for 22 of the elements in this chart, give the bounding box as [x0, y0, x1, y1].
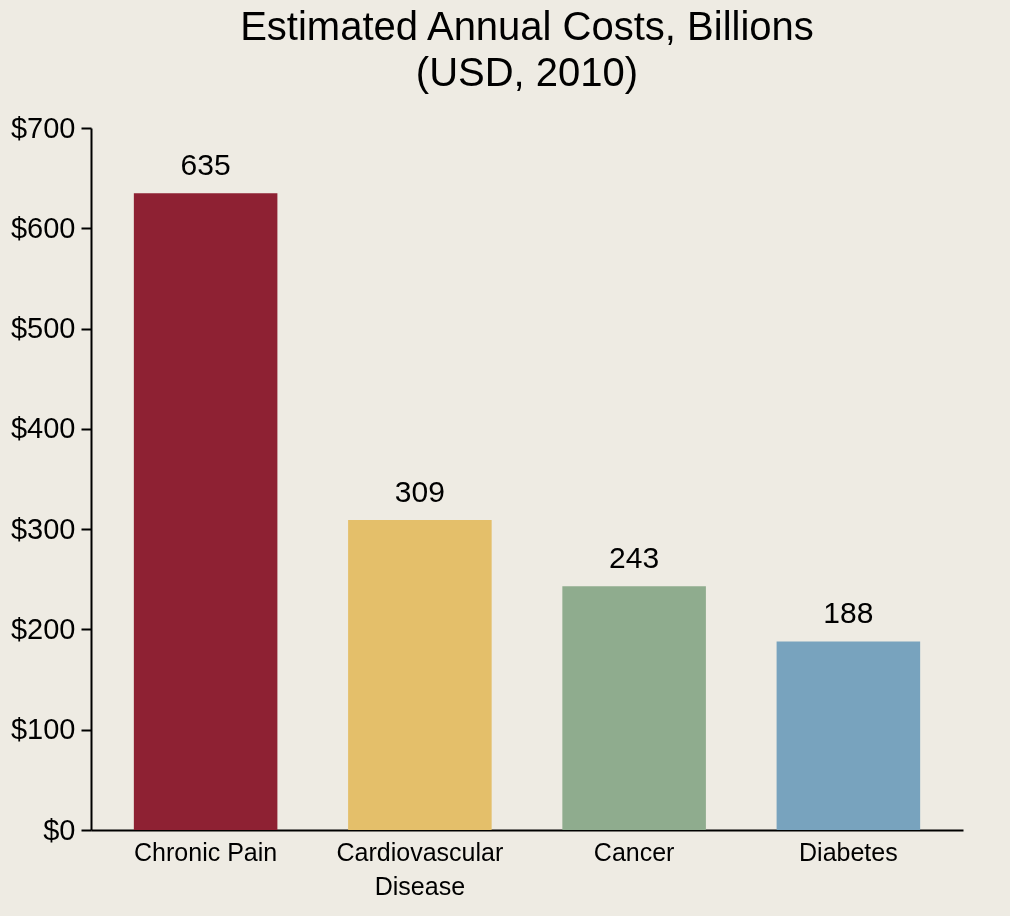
bar	[562, 586, 706, 830]
y-tick-label: $200	[10, 612, 76, 645]
data-label: 243	[609, 541, 660, 575]
x-tick-label: Cancer	[593, 837, 675, 866]
y-tick-label: $100	[10, 713, 76, 746]
x-tick-label: Chronic Pain	[134, 837, 278, 866]
bar	[348, 520, 492, 830]
text: Estimated Annual Costs, Billions	[240, 4, 814, 48]
data-label: 309	[394, 475, 445, 509]
y-tick-label: $300	[10, 512, 76, 545]
bar	[133, 193, 278, 830]
y-tick-label: $500	[10, 312, 76, 345]
data-label: 635	[180, 148, 231, 182]
y-tick-label: $600	[10, 211, 76, 244]
text: (USD, 2010)	[415, 50, 639, 94]
y-tick-label: $0	[43, 813, 76, 846]
x-tick-label: Cardiovascular Disease	[336, 837, 504, 900]
y-tick-label: $700	[10, 111, 76, 144]
data-label: 188	[823, 596, 874, 630]
bar	[776, 641, 921, 830]
x-tick-label: Diabetes	[799, 837, 898, 866]
y-tick-label: $400	[10, 412, 76, 445]
